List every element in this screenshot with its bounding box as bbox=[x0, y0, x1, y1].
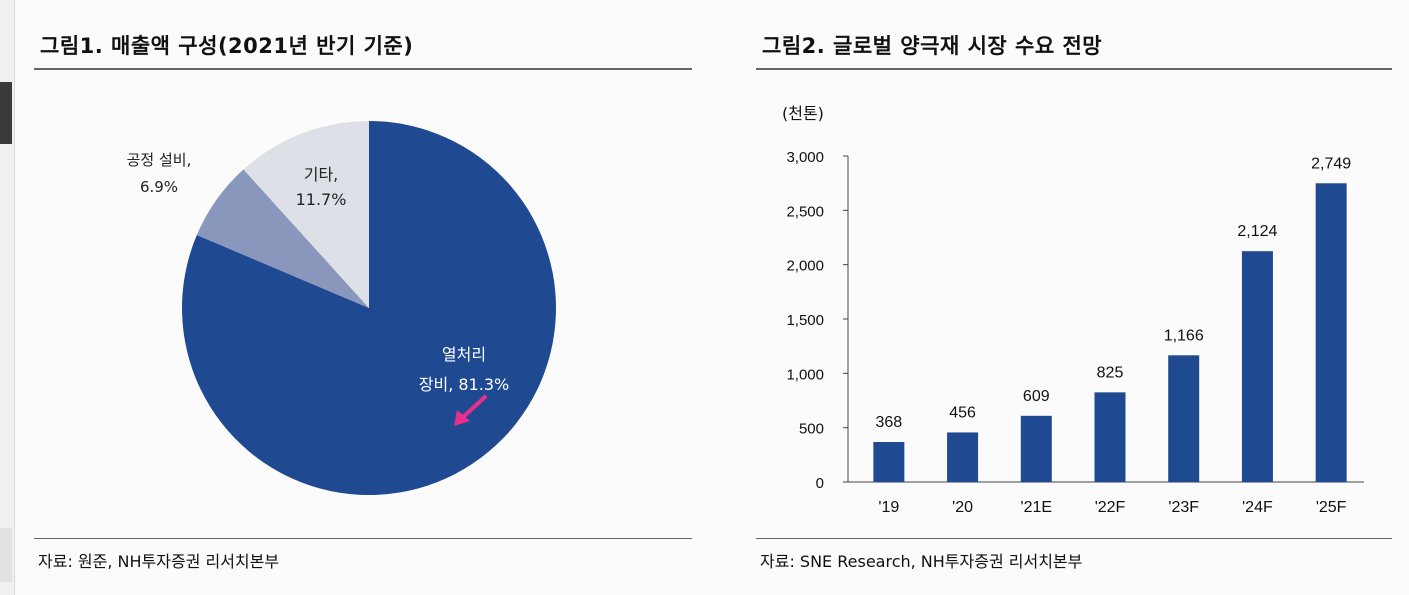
bar-0 bbox=[873, 442, 905, 482]
bar-value-label: 825 bbox=[1097, 364, 1124, 381]
figure2-title: 그림2. 글로벌 양극재 시장 수요 전망 bbox=[762, 34, 1103, 58]
bar-5 bbox=[1241, 251, 1273, 482]
figure2-source: 자료: SNE Research, NH투자증권 리서치본부 bbox=[760, 552, 1083, 571]
x-tick-label: '24F bbox=[1242, 499, 1273, 516]
figure2-bottom-rule bbox=[756, 538, 1392, 539]
y-tick-label: 2,000 bbox=[786, 258, 824, 275]
bar-value-label: 2,124 bbox=[1237, 223, 1277, 240]
bar-value-label: 1,166 bbox=[1164, 327, 1204, 344]
figure1-title: 그림1. 매출액 구성(2021년 반기 기준) bbox=[40, 34, 414, 58]
y-tick-label: 2,500 bbox=[786, 203, 824, 220]
y-tick-label: 3,000 bbox=[786, 149, 824, 166]
left-window-edge bbox=[0, 0, 15, 595]
bar-value-label: 368 bbox=[876, 414, 903, 431]
pie-label-0-line2: 장비, 81.3% bbox=[419, 375, 509, 394]
edge-tab bbox=[0, 82, 12, 144]
bar-value-label: 609 bbox=[1023, 388, 1050, 405]
y-tick-label: 0 bbox=[816, 475, 824, 492]
annotation-arrow-head bbox=[454, 410, 470, 426]
bar-4 bbox=[1168, 355, 1200, 482]
pie-slice-2 bbox=[243, 121, 369, 308]
figure2-panel: 그림2. 글로벌 양극재 시장 수요 전망 (천톤) 0 500 1,000 1,50… bbox=[756, 0, 1392, 595]
pie-slice-1 bbox=[196, 169, 369, 308]
figure1-top-rule bbox=[34, 68, 692, 70]
bar-6 bbox=[1315, 183, 1347, 482]
bar-3 bbox=[1094, 392, 1126, 482]
pie-label-2-line2: 11.7% bbox=[296, 190, 347, 209]
figure1-bottom-rule bbox=[34, 538, 692, 539]
edge-tab-lower bbox=[0, 528, 12, 582]
x-tick-label: '20 bbox=[952, 499, 973, 516]
x-tick-label: '22F bbox=[1095, 499, 1126, 516]
annotation-arrow-shaft bbox=[460, 394, 488, 420]
bar-value-label: 2,749 bbox=[1311, 155, 1351, 172]
figure1-source: 자료: 원준, NH투자증권 리서치본부 bbox=[38, 552, 280, 571]
bar-1 bbox=[947, 432, 979, 482]
y-axis-unit: (천톤) bbox=[782, 104, 824, 123]
x-tick-label: '23F bbox=[1168, 499, 1199, 516]
x-tick-label: '21E bbox=[1021, 499, 1053, 516]
y-tick-label: 500 bbox=[799, 421, 824, 438]
pie-label-1-line1: 공정 설비, bbox=[127, 151, 192, 169]
bar-2 bbox=[1020, 415, 1052, 482]
pie-label-2-line1: 기타, bbox=[304, 165, 339, 184]
pie-label-0-line1: 열처리 bbox=[442, 345, 486, 364]
bar-chart: 0 500 1,000 1,500 2,000 2,500 3,000 368 '19 456 '2… bbox=[786, 149, 1364, 516]
x-tick-label: '25F bbox=[1316, 499, 1347, 516]
figure2-top-rule bbox=[756, 68, 1392, 70]
x-tick-label: '19 bbox=[878, 499, 899, 516]
bar-value-label: 456 bbox=[949, 404, 976, 421]
y-tick-label: 1,500 bbox=[786, 312, 824, 329]
pie-label-1-line2: 6.9% bbox=[140, 178, 178, 196]
y-tick-label: 1,000 bbox=[786, 366, 824, 383]
